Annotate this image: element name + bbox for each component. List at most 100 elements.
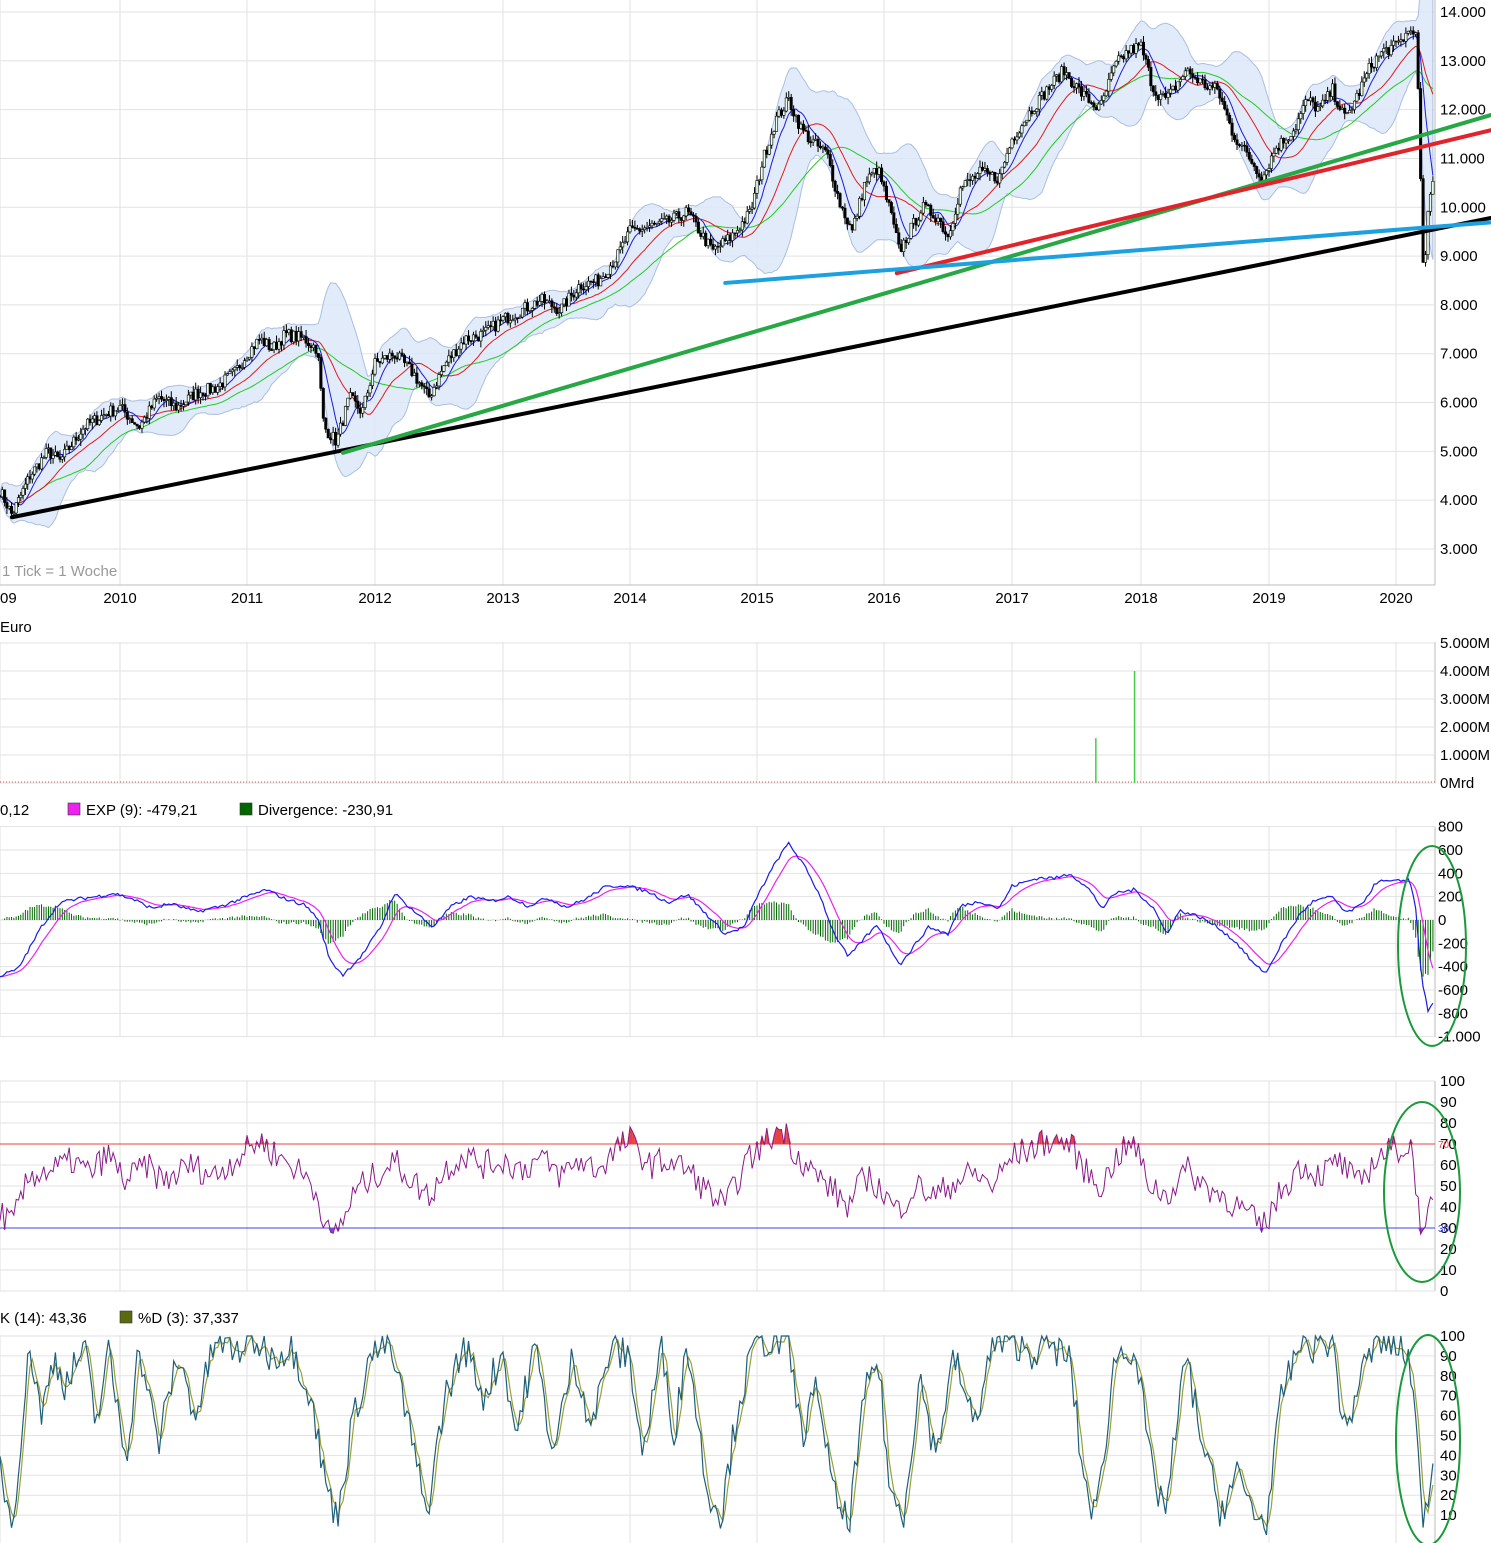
candle-body [875,167,879,175]
candle-body [853,218,857,231]
candle-body [1032,111,1036,115]
candle-body [1416,32,1420,89]
candle-body [843,207,847,219]
candle-body [601,276,605,279]
candle-body [1210,85,1214,88]
candle-body [988,171,992,175]
candle-body [956,203,960,215]
candle-body [1372,66,1376,69]
candle-body [704,232,708,247]
candle-body [670,220,674,223]
x-tick-label: 2011 [231,590,263,607]
candle-body [718,245,722,248]
candle-body [506,312,510,324]
candle-body [1169,88,1173,94]
candle-body [324,417,328,430]
candle-body [1384,47,1388,49]
candle-body [797,114,801,129]
legend-label: K (14): 43,36 [0,1310,87,1327]
candle-body [329,437,333,441]
candle-body [860,198,864,201]
currency-label: Euro [0,619,32,636]
candle-body [86,418,90,430]
candle-body [640,229,644,232]
x-tick-label: 2012 [358,590,391,607]
y-tick-label: 20 [1440,1487,1457,1504]
candle-body [400,352,404,356]
candle-body [494,320,498,332]
candle-body [405,361,409,364]
candle-body [699,232,703,237]
candle-body [1137,43,1141,46]
y-tick-label: -600 [1438,982,1468,999]
candle-body [420,382,424,387]
candle-body [221,382,225,388]
candle-body [1166,92,1170,98]
candle-body [1070,78,1074,87]
x-tick-label: 2010 [103,590,136,607]
macd-panel: 800 600 400 200 0 -200 -400 -600 -800 -1.000 0,12 E… [0,802,1481,1047]
candle-body [486,325,490,328]
y-tick-label: 100 [1440,1073,1465,1090]
candle-body [294,330,298,342]
candle-body [1242,144,1246,147]
candle-body [934,217,938,222]
candle-body [150,405,154,409]
candle-body [626,231,630,243]
candle-body [976,173,980,179]
candle-body [499,319,503,322]
candle-body [966,179,970,181]
legend-swatch [239,802,253,816]
candle-body [14,502,18,514]
candle-body [713,245,717,250]
rsi-overbought-fill [1012,1142,1015,1144]
candle-body [270,349,274,351]
candle-body [211,386,215,394]
candle-body [272,341,276,350]
candle-body [437,374,441,387]
x-tick-label: 2018 [1124,590,1157,607]
candle-body [203,395,207,397]
candle-body [845,217,849,225]
candle-body [953,213,957,224]
candle-body [650,222,654,227]
candle-body [309,345,313,348]
candle-body [196,388,200,398]
candle-body [995,180,999,184]
candle-body [363,395,367,408]
candle-body [1274,147,1278,154]
candle-body [70,446,74,450]
y-tick-label: 5.000 [1440,443,1478,460]
candle-body [133,422,137,425]
candle-body [289,329,293,343]
y-tick-label: 800 [1438,819,1463,836]
candle-body [311,344,315,348]
candle-body [1287,139,1291,142]
candle-body [1112,65,1116,74]
candle-body [118,405,122,411]
candle-body [572,294,576,298]
candle-body [594,274,598,283]
candle-body [142,416,146,423]
candle-body [552,306,556,309]
candle-body [164,399,168,401]
candle-body [567,292,571,307]
candle-body [302,336,306,338]
y-tick-label: 4.000 [1440,492,1478,509]
candle-body [828,154,832,166]
candle-body [628,225,632,233]
candle-body [1220,97,1224,102]
candle-body [657,220,661,224]
candle-body [904,239,908,243]
candle-body [1159,94,1163,100]
candle-body [530,308,534,311]
candle-body [19,494,23,498]
candle-body [1139,41,1143,46]
moving-average-green [0,70,1434,505]
candle-body [740,221,744,231]
y-tick-label: 3.000 [1440,541,1478,558]
candle-body [1079,86,1083,97]
candle-body [0,496,2,499]
candle-body [823,146,827,151]
